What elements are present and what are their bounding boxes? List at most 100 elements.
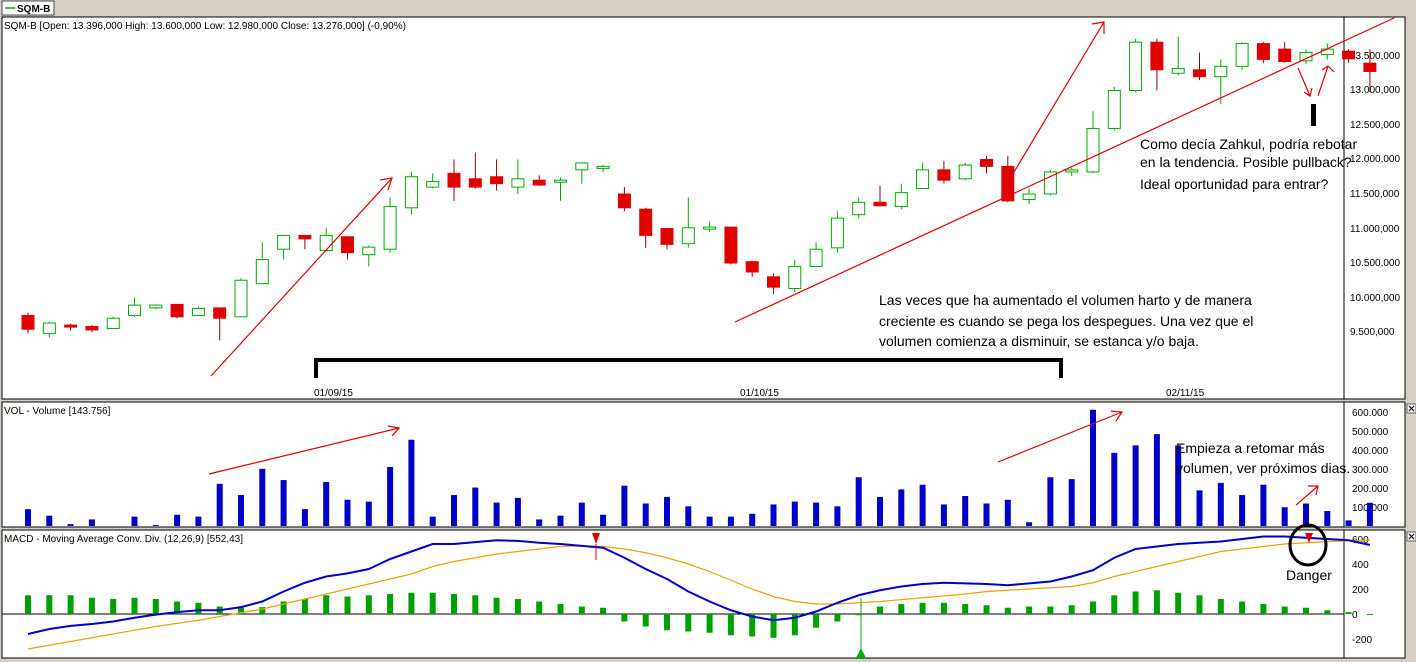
macd-histogram-bar [365,595,372,614]
price-tick: 12.000,000 [1350,154,1400,165]
volume-bar [1260,484,1267,526]
symbol-tab[interactable] [1,0,55,16]
price-tick: 11.500,000 [1350,189,1400,200]
volume-bar [621,485,628,526]
volume-bar [195,516,202,526]
candle-body [958,164,972,180]
note3-line2: volumen, ver próximos dias. [1176,460,1350,476]
volume-bar [877,496,883,526]
macd-header: MACD - Moving Average Conv. Div. (12,26,… [4,534,243,545]
annotation-drawings [208,17,1395,506]
candle-body [1043,171,1057,195]
candle-body [830,217,844,249]
macd-line [27,535,1371,635]
candle-body [404,176,418,209]
volume-bar [1217,482,1224,526]
candle-body [1320,48,1334,56]
volume-bar [387,466,394,526]
candle-body [21,314,35,330]
macd-histogram-bar [1324,610,1331,614]
macd-histogram-bar [557,604,564,614]
volume-bar [1132,445,1139,526]
candle-body [639,208,653,236]
macd-tick: 200 [1352,585,1369,596]
volume-bar [88,519,95,526]
macd-histogram-bar [1217,599,1224,614]
candle-body [575,162,589,171]
candle-body [191,308,205,316]
price-tick: 13.000,000 [1350,85,1400,96]
macd-histogram-bar [25,595,31,614]
candle-body [788,265,802,290]
volume-bar [1303,503,1309,526]
volume-bar [1090,409,1096,526]
volume-close-button[interactable] [1406,403,1416,414]
price-tick: 10.500,000 [1350,258,1400,269]
black-marker [1311,104,1316,126]
x-tick: 01/10/15 [740,388,779,399]
candle-body [362,246,376,256]
volume-bar [174,514,181,526]
candle-body [916,169,930,189]
price-y-ticks: 13.500,000 13.000,000 12.500,000 12.000,… [1350,51,1400,338]
candle-body [1342,50,1356,60]
candle-body [277,234,291,250]
volume-bar [1068,479,1075,526]
macd-histogram-bar [238,607,244,614]
candle-body [1107,90,1121,129]
volume-bar [664,496,670,526]
volume-bar [67,524,74,526]
candle-body [1193,69,1206,78]
macd-histogram-bar [1260,604,1267,614]
candle-body [511,178,525,188]
volume-bar [1196,490,1203,526]
volume-bar [962,496,969,526]
candle-body [809,248,823,267]
candle-body [767,276,780,288]
price-panel [1,16,1406,400]
macd-histogram-bar [621,614,628,622]
candle-body [681,227,695,245]
macd-histogram-bar [1366,614,1373,615]
volume-bar [323,481,330,526]
macd-histogram-bar [898,604,905,614]
macd-histogram-bar [131,597,138,614]
macd-close-button[interactable] [1406,531,1416,542]
volume-bar [685,506,692,526]
volume-header: VOL - Volume [143.756] [4,406,111,417]
volume-bar [365,501,372,526]
candle-body [532,179,546,186]
sell-signal-icon [1305,533,1313,543]
volume-bar [1345,520,1352,526]
macd-histogram-bar [1153,590,1160,614]
note2-line1: Las veces que ha aumentado el volumen ha… [879,292,1252,308]
volume-bar [25,509,31,526]
candle-body [106,317,120,330]
macd-histogram-bar [110,599,117,614]
x-tick: 01/09/15 [314,388,353,399]
danger-circle [1288,523,1328,567]
macd-histogram-bar [493,597,500,614]
macd-histogram-bar [46,595,53,614]
volume-tick: 400.000 [1352,446,1389,457]
price-tick: 11.000,000 [1350,224,1400,235]
macd-tick: -200 [1352,635,1372,646]
macd-histogram-bar [344,596,351,614]
volume-bar [238,495,244,526]
note2-line2: creciente es cuando se pega los despegue… [879,313,1253,329]
macd-histogram-bar [727,614,734,636]
volume-bar [1281,507,1288,526]
macd-histogram-bar [323,595,330,614]
macd-histogram-bar [642,614,649,627]
macd-histogram-bar [88,597,95,614]
candle-body [85,325,99,331]
macd-histogram-bar [472,595,479,614]
candle-body [170,303,184,318]
candle-body [894,192,908,207]
volume-arrow-1 [208,425,401,475]
volume-bar [557,515,564,526]
trendline-support [734,17,1395,323]
macd-signal-line [27,539,1370,650]
macd-histogram-bar [664,614,670,631]
